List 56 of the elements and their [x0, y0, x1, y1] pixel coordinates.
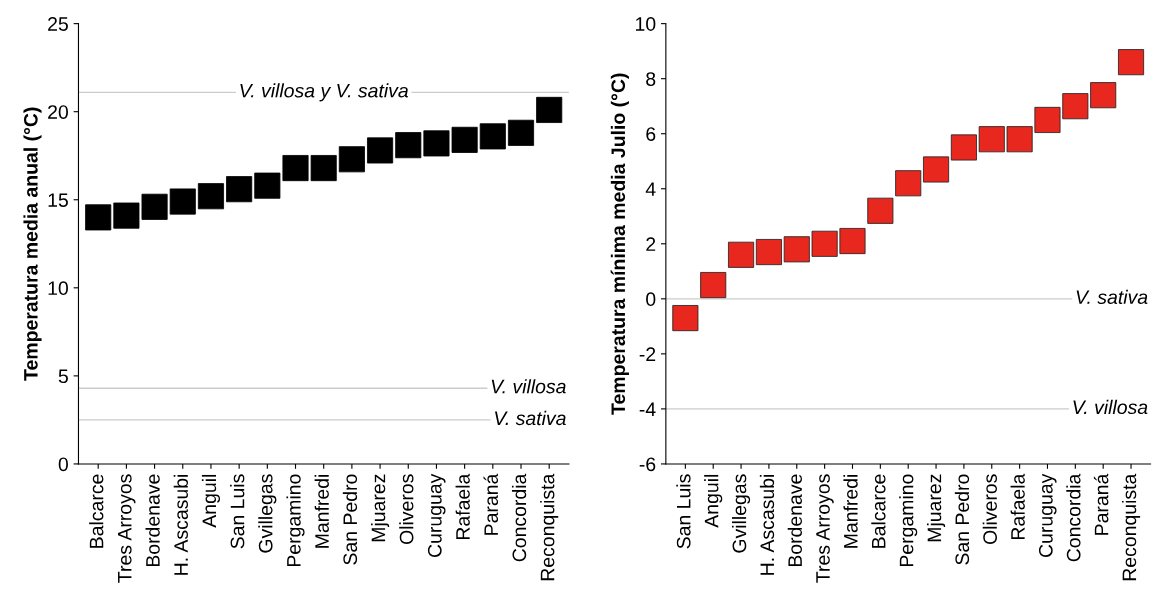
x-tick-label: Bordenave	[145, 474, 160, 567]
y-tick-label: 10	[48, 281, 68, 296]
y-axis-title: Temperatura media anual (°C)	[23, 107, 42, 381]
y-tick-label: 15	[48, 193, 68, 207]
y-axis-title: Temperatura mínima media Julio (°C)	[610, 73, 629, 415]
x-tick-label: H. Ascasubi	[759, 474, 775, 575]
y-tick-label: 6	[646, 127, 656, 141]
x-tick-label: Concordia	[511, 473, 527, 562]
x-tick-label: San Pedro	[954, 474, 970, 565]
x-tick-label: Manfredi	[843, 474, 858, 548]
ref-line-label: V. villosa	[1073, 399, 1148, 415]
x-tick-label: Bordenave	[787, 474, 802, 567]
y-tick-label: 5	[58, 369, 68, 384]
x-tick-label: Rafaela	[1010, 473, 1025, 540]
ref-line-label: V. villosa y V. sativa	[240, 83, 409, 102]
x-tick-label: Anguil	[704, 474, 723, 528]
x-tick-label: San Luis	[230, 474, 245, 549]
y-tick-label: -6	[639, 457, 656, 472]
y-tick-label: 4	[645, 182, 656, 196]
y-tick-label: -2	[639, 347, 656, 361]
x-tick-label: Oliveros	[399, 474, 414, 545]
x-tick-label: Reconquista	[540, 473, 559, 581]
x-tick-label: Pergamino	[899, 474, 918, 567]
x-tick-label: Oliveros	[982, 474, 997, 545]
y-tick-label: 20	[48, 105, 68, 119]
y-tick-label: 2	[646, 237, 656, 251]
y-tick-label: 8	[646, 72, 656, 86]
y-tick-label: 10	[635, 17, 656, 31]
x-tick-label: H. Ascasubi	[173, 474, 188, 575]
x-tick-label: Tres Arroyos	[118, 474, 136, 583]
x-tick-label: Mjuarez	[371, 474, 390, 542]
x-tick-label: Tres Arroyos	[816, 474, 834, 583]
x-tick-label: Paraná	[1093, 473, 1109, 535]
y-tick-label: 25	[48, 17, 68, 31]
x-tick-label: Manfredi	[314, 474, 329, 548]
x-tick-label: Balcarce	[89, 474, 104, 548]
x-tick-label: Curuguay	[427, 473, 446, 557]
ref-line-label: V. sativa	[1076, 289, 1148, 305]
x-tick-label: Reconquista	[1121, 473, 1141, 581]
x-tick-label: Concordia	[1066, 473, 1081, 562]
x-tick-label: Balcarce	[871, 474, 886, 548]
y-tick-label: -4	[639, 402, 656, 416]
x-tick-label: Paraná	[483, 473, 499, 535]
x-tick-label: San Pedro	[342, 474, 358, 565]
x-tick-label: Mjuarez	[926, 474, 946, 542]
x-tick-label: Curuguay	[1038, 473, 1057, 557]
x-tick-label: Pergamino	[286, 474, 305, 567]
ref-line-label: V. villosa	[491, 379, 566, 394]
x-tick-label: San Luis	[676, 474, 691, 549]
y-tick-label: 0	[58, 457, 68, 472]
x-tick-label: Anguil	[201, 474, 221, 528]
x-tick-label: Gvillegas	[732, 474, 751, 553]
x-tick-label: Rafaela	[455, 473, 470, 540]
y-tick-label: 0	[646, 292, 656, 307]
x-tick-label: Gvillegas	[258, 474, 277, 553]
ref-line-label: V. sativa	[495, 410, 566, 426]
